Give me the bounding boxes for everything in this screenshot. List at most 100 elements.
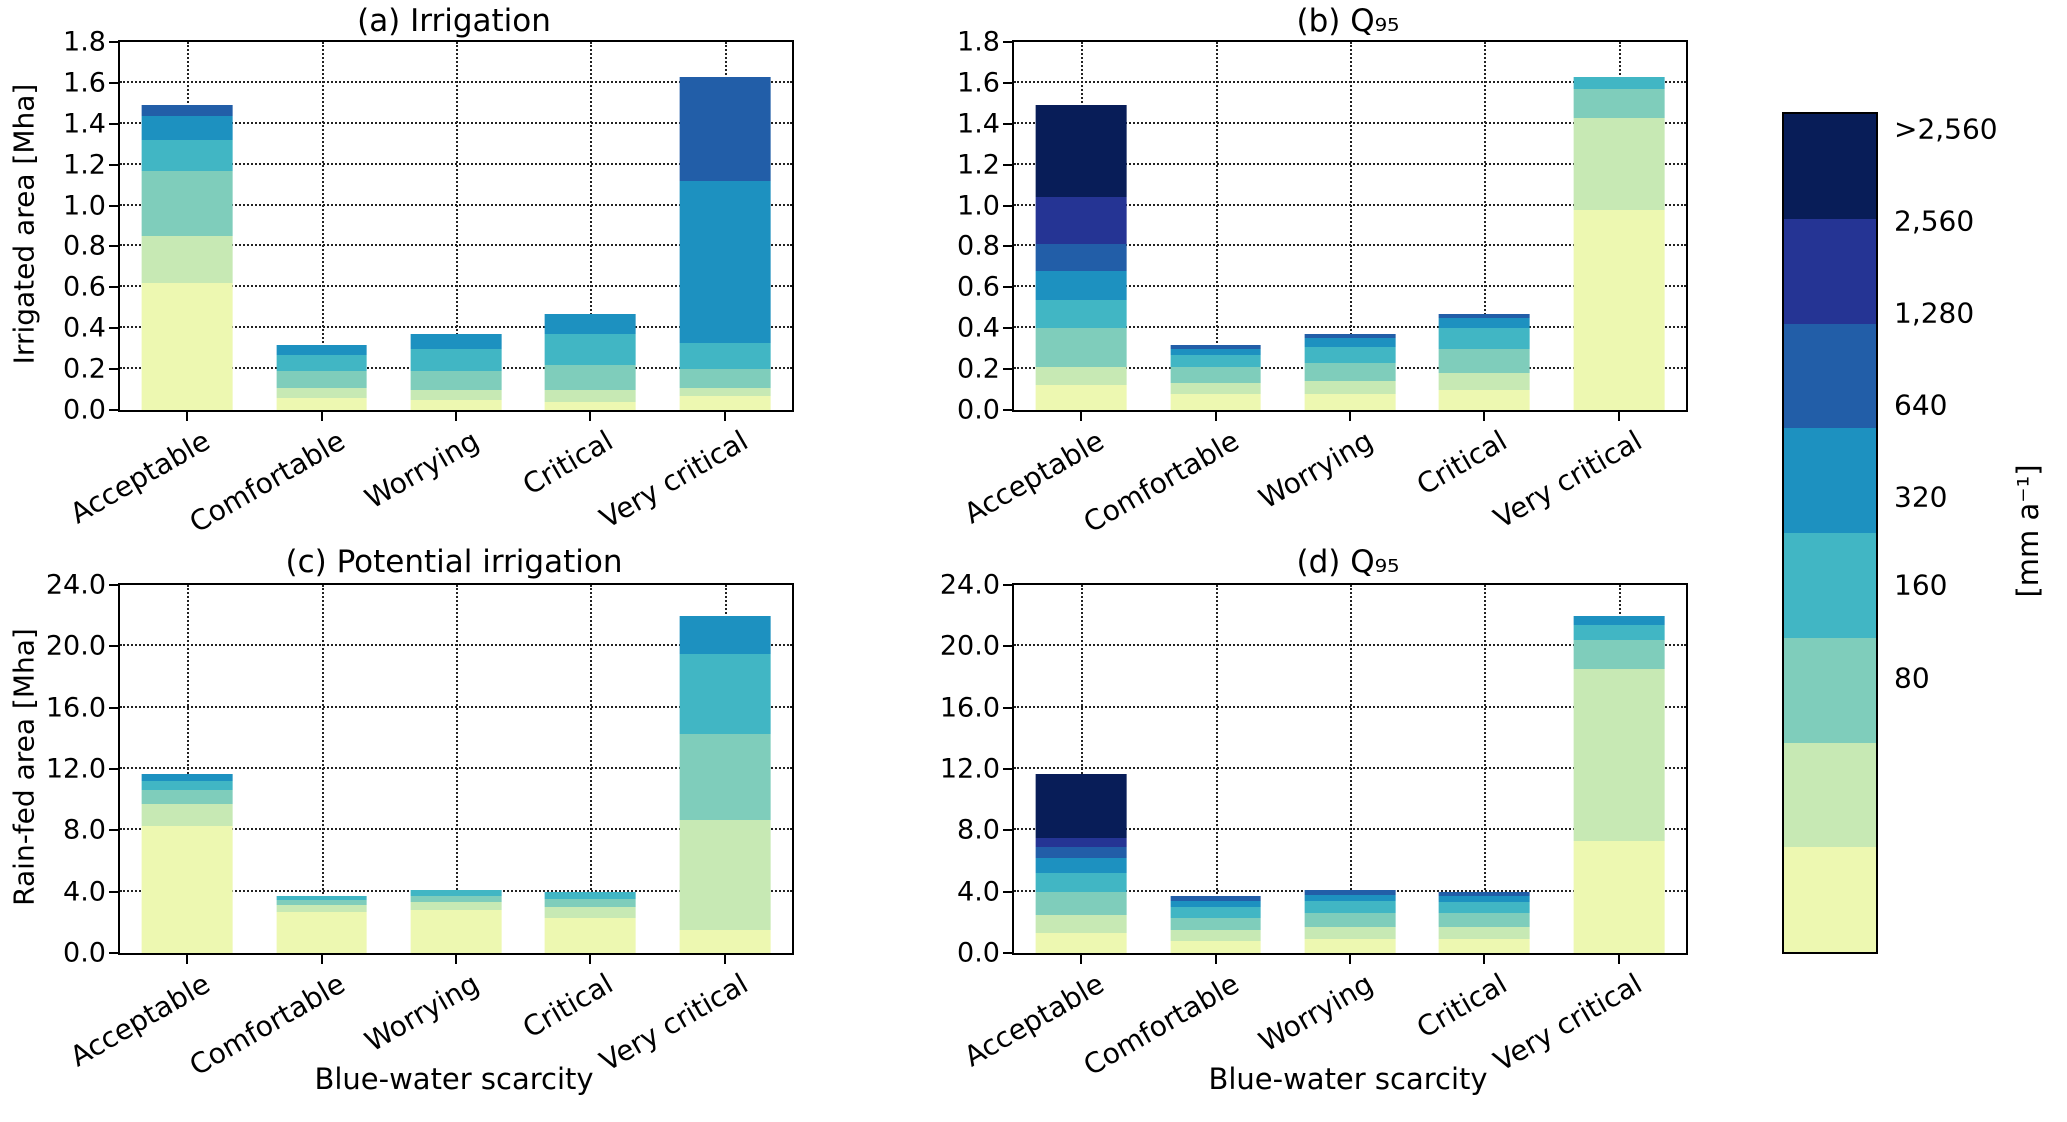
bar-segment	[679, 819, 771, 930]
bar-segment	[1304, 913, 1396, 927]
bar-segment	[141, 773, 233, 782]
x-tick-mark	[320, 953, 323, 964]
y-tick-label: 1.8	[63, 26, 106, 58]
bar-segment	[410, 895, 502, 902]
x-tick-mark	[1080, 953, 1083, 964]
y-tick-mark	[109, 245, 120, 248]
bar-segment	[1170, 900, 1261, 907]
bar-segment	[276, 397, 367, 410]
bar-segment	[1439, 318, 1530, 329]
bar-segment	[1035, 367, 1127, 386]
x-tick-label: Worrying	[359, 424, 485, 516]
y-tick-mark	[109, 163, 120, 166]
y-tick-mark	[1003, 163, 1014, 166]
x-tick-mark	[723, 953, 726, 964]
y-tick-mark	[109, 122, 120, 125]
gridline-vertical	[590, 585, 593, 953]
bar-segment	[1304, 900, 1396, 914]
gridline-vertical	[1350, 585, 1352, 953]
bar-segment	[679, 369, 771, 388]
y-tick-label: 0.2	[63, 353, 106, 385]
y-tick-label: 8.0	[63, 814, 106, 846]
colorbar-tick-label: 640	[1894, 388, 1948, 422]
x-tick-mark	[186, 410, 189, 421]
y-axis-label-c: Rain-fed area [Mha]	[7, 628, 41, 906]
x-tick-mark	[1349, 953, 1351, 964]
bar-segment	[1170, 383, 1261, 394]
gridline-vertical	[1081, 585, 1084, 953]
bar-segment	[141, 283, 233, 410]
bar-segment	[1035, 891, 1127, 915]
y-tick-mark	[1003, 890, 1014, 893]
y-tick-mark	[1003, 409, 1014, 411]
gridline-vertical	[456, 585, 458, 953]
bar-segment	[679, 654, 771, 734]
bar-segment	[1573, 89, 1665, 118]
x-tick-label: Worrying	[359, 967, 485, 1059]
bar-segment	[1304, 381, 1396, 394]
plot-area-d: 0.0 4.0 8.0 12.0 16.0 20.0 24.0 Acceptable Comfo…	[940, 572, 1688, 1082]
x-axis-label-right: Blue-water scarcity	[1208, 1062, 1488, 1096]
bar-segment	[1170, 896, 1261, 901]
x-tick-label: Worrying	[1253, 424, 1379, 516]
bar-segment	[1035, 914, 1127, 934]
y-tick-label: 1.2	[63, 149, 106, 181]
x-axis-label-left: Blue-water scarcity	[314, 1062, 594, 1096]
bar-segment	[545, 907, 636, 918]
bar-segment	[1573, 209, 1665, 410]
bar-segment	[1035, 328, 1127, 368]
y-tick-label: 24.0	[939, 569, 1000, 601]
colorbar-band-8	[1784, 847, 1876, 952]
bar-segment	[1439, 891, 1530, 897]
y-tick-label: 12.0	[45, 753, 106, 785]
y-tick-mark	[109, 890, 120, 893]
x-tick-label: Very critical	[1487, 424, 1648, 536]
bar-segment	[141, 825, 233, 953]
bar-segment	[545, 313, 636, 335]
y-tick-label: 20.0	[45, 630, 106, 662]
bar-segment	[141, 236, 233, 284]
y-tick-label: 4.0	[957, 876, 1000, 908]
subplot-a-title: (a) Irrigation	[357, 3, 551, 39]
bar-segment	[1439, 896, 1530, 903]
x-tick-label: Very critical	[593, 424, 754, 536]
y-tick-label: 1.6	[63, 67, 106, 99]
x-tick-mark	[1483, 953, 1486, 964]
y-tick-mark	[1003, 645, 1014, 648]
x-tick-mark	[589, 410, 592, 421]
colorbar-tick-label: 80	[1894, 661, 1930, 695]
bar-segment	[1304, 393, 1396, 410]
gridline-vertical	[590, 42, 593, 410]
x-tick-label: Critical	[517, 967, 619, 1045]
y-tick-mark	[109, 41, 120, 43]
bar-segment	[141, 105, 233, 116]
bar-segment	[1170, 907, 1261, 918]
bar-segment	[679, 733, 771, 820]
bar-segment	[1439, 348, 1530, 374]
gridline-vertical	[321, 585, 324, 953]
bar-segment	[679, 615, 771, 654]
y-tick-mark	[1003, 952, 1014, 954]
y-tick-mark	[109, 645, 120, 648]
bar-segment	[545, 401, 636, 410]
bar-segment	[1035, 385, 1127, 410]
gridline-vertical	[1350, 42, 1352, 410]
y-tick-label: 0.6	[957, 271, 1000, 303]
y-tick-label: 1.4	[957, 108, 1000, 140]
y-tick-label: 12.0	[939, 753, 1000, 785]
bar-segment	[276, 387, 367, 398]
y-tick-mark	[1003, 327, 1014, 330]
x-tick-mark	[1214, 410, 1217, 421]
bar-segment	[1170, 367, 1261, 384]
subplot-c-title: (c) Potential irrigation	[285, 544, 623, 580]
bar-segment	[1035, 873, 1127, 892]
x-tick-label: Critical	[1411, 967, 1513, 1045]
y-tick-mark	[1003, 245, 1014, 248]
y-axis-label-a: Irrigated area [Mha]	[7, 83, 41, 365]
bar-segment	[545, 898, 636, 907]
x-tick-mark	[455, 410, 457, 421]
y-tick-label: 24.0	[45, 569, 106, 601]
bar-segment	[1304, 926, 1396, 940]
x-tick-mark	[1483, 410, 1486, 421]
